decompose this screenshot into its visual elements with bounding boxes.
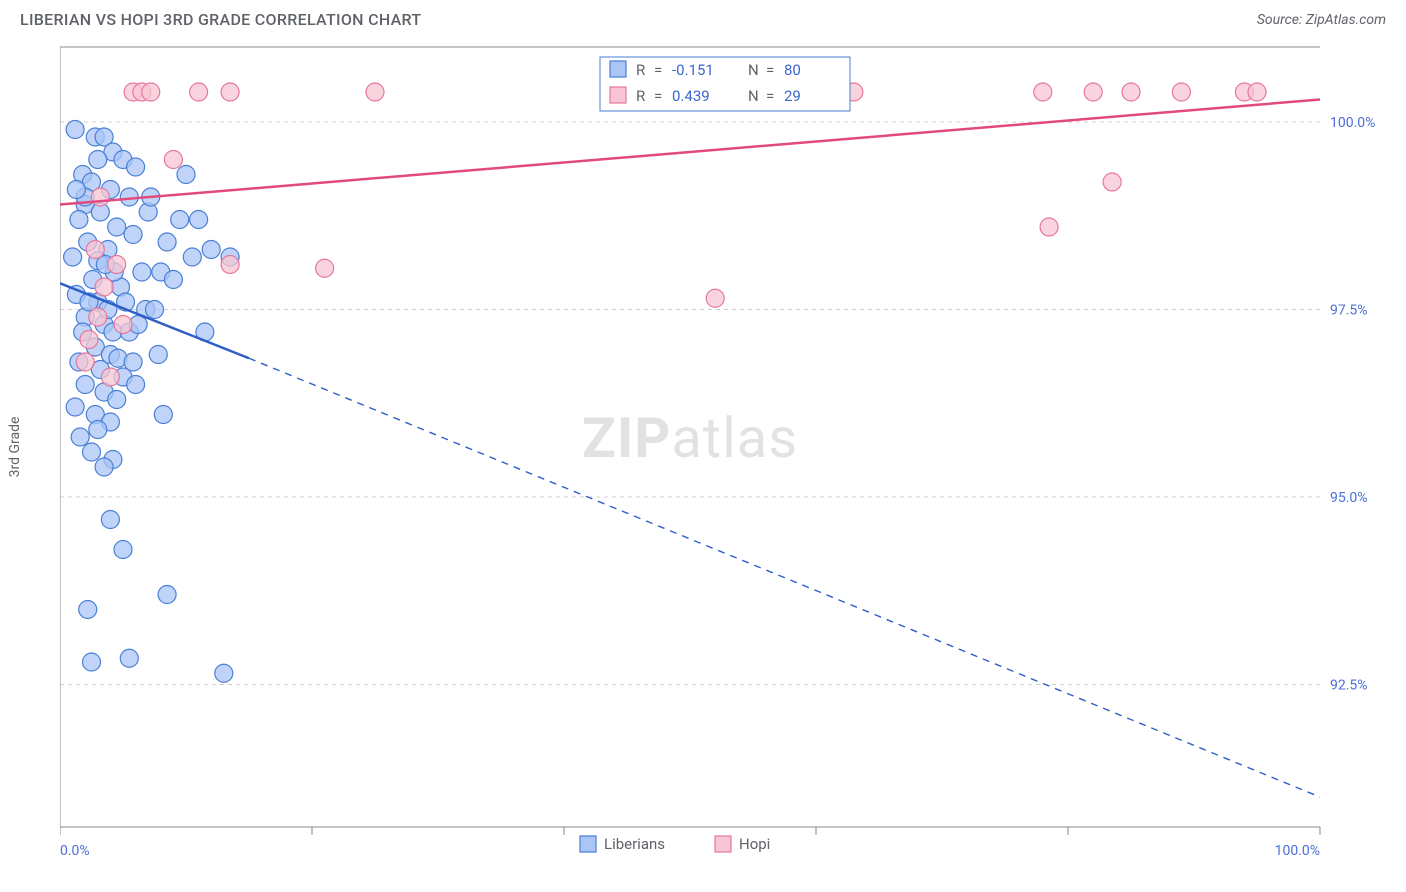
legend-text: R [636,61,645,79]
legend-swatch [715,836,731,852]
scatter-point [366,83,384,101]
legend-text: 80 [784,61,801,79]
correlation-scatter-chart: 92.5% 95.0% 97.5% 100.0% 0.0% 100.0% ZIPatlas R… [60,37,1386,857]
watermark: ZIPatlas [582,405,798,471]
scatter-point [158,233,176,251]
legend-text: 29 [784,87,801,105]
scatter-point [124,353,142,371]
scatter-point [120,649,138,667]
legend-swatch [610,61,626,77]
scatter-point [177,166,195,184]
scatter-point [95,458,113,476]
legend-text: = [654,87,662,105]
legend-label: Liberians [604,835,665,853]
scatter-point [127,376,145,394]
scatter-point [83,443,101,461]
scatter-point [76,376,94,394]
scatter-point [171,211,189,229]
source-label: Source: ZipAtlas.com [1257,12,1386,28]
scatter-point [1122,83,1140,101]
scatter-point [66,121,84,139]
scatter-point [71,428,89,446]
y-tick-label: 95.0% [1330,490,1368,506]
scatter-point [146,301,164,319]
legend-label: Hopi [739,835,770,853]
scatter-point [80,331,98,349]
scatter-point [706,289,724,307]
scatter-point [67,181,85,199]
scatter-point [70,211,88,229]
scatter-point [101,511,119,529]
scatter-point [164,271,182,289]
legend-text: -0.151 [672,61,714,79]
scatter-point [89,151,107,169]
scatter-point [95,278,113,296]
scatter-point [114,541,132,559]
scatter-point [149,346,167,364]
scatter-point [190,83,208,101]
y-tick-label: 92.5% [1330,678,1368,694]
scatter-point [158,586,176,604]
scatter-point [202,241,220,259]
scatter-point [221,83,239,101]
scatter-point [183,248,201,266]
scatter-point [89,421,107,439]
scatter-point [108,218,126,236]
scatter-point [127,158,145,176]
legend-swatch [610,87,626,103]
legend-text: R [636,87,645,105]
y-tick-label: 97.5% [1330,303,1368,319]
x-tick-label: 100.0% [1275,843,1320,857]
legend-text: N [748,61,759,79]
y-axis-label: 3rd Grade [7,417,23,478]
legend-text: = [766,87,774,105]
scatter-point [221,256,239,274]
legend-text: N [748,87,759,105]
scatter-point [83,653,101,671]
scatter-point [1034,83,1052,101]
scatter-point [133,263,151,281]
scatter-point [164,151,182,169]
scatter-point [64,248,82,266]
scatter-point [124,226,142,244]
scatter-point [79,601,97,619]
scatter-point [154,406,172,424]
scatter-point [1248,83,1266,101]
scatter-point [91,188,109,206]
scatter-point [190,211,208,229]
scatter-point [316,259,334,277]
scatter-point [66,398,84,416]
scatter-point [142,83,160,101]
scatter-point [1103,173,1121,191]
scatter-point [1084,83,1102,101]
scatter-point [114,316,132,334]
x-tick-label: 0.0% [60,843,90,857]
scatter-point [215,664,233,682]
scatter-point [108,391,126,409]
scatter-point [108,256,126,274]
chart-title: LIBERIAN VS HOPI 3RD GRADE CORRELATION C… [20,10,421,29]
legend-text: = [654,61,662,79]
legend-text: 0.439 [672,87,710,105]
scatter-point [1040,218,1058,236]
scatter-point [89,308,107,326]
scatter-point [1172,83,1190,101]
scatter-point [76,353,94,371]
scatter-point [86,241,104,259]
legend-swatch [580,836,596,852]
y-tick-label: 100.0% [1330,115,1375,131]
scatter-point [101,368,119,386]
legend-text: = [766,61,774,79]
